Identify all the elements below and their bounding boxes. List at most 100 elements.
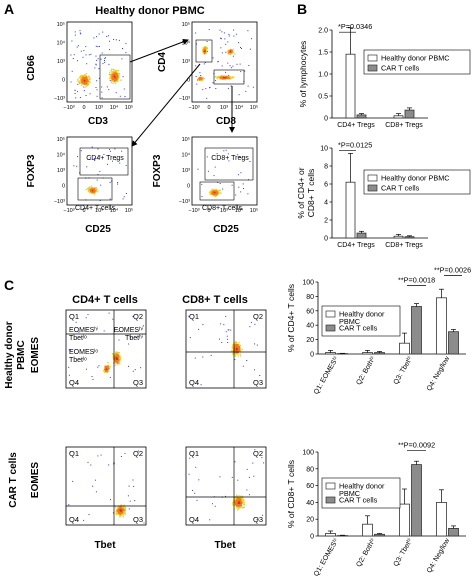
event-dot: [79, 32, 81, 34]
event-dot: [213, 193, 215, 196]
event-dot: [116, 76, 119, 78]
event-dot: [106, 371, 108, 374]
event-dot: [237, 504, 240, 507]
event-dot: [85, 46, 87, 48]
tick-label-x: 10⁵: [250, 104, 258, 111]
event-dot: [82, 77, 85, 79]
event-dot: [231, 184, 233, 186]
event-dot: [110, 75, 113, 77]
bar: [374, 352, 385, 355]
event-dot: [80, 33, 82, 35]
event-dot: [120, 515, 122, 517]
event-dot: [204, 52, 206, 54]
event-dot: [218, 76, 220, 78]
event-dot: [111, 353, 114, 355]
event-dot: [125, 52, 127, 54]
event-dot: [112, 68, 114, 71]
event-dot: [226, 75, 228, 77]
quadrant-label-q4: Q4: [189, 515, 199, 524]
event-dot: [128, 485, 130, 487]
event-dot: [208, 191, 211, 194]
event-dot: [111, 78, 113, 80]
event-dot: [80, 50, 82, 52]
event-dot: [118, 356, 120, 358]
event-dot: [116, 76, 118, 79]
event-dot: [227, 87, 229, 89]
event-dot: [118, 359, 120, 362]
event-dot: [248, 179, 249, 181]
plot-frame: [65, 446, 147, 526]
event-dot: [112, 80, 114, 82]
event-dot: [219, 189, 221, 192]
event-dot: [117, 69, 119, 72]
event-dot: [70, 54, 72, 56]
x-tick-label: Q2: Bothʰⁱ: [355, 537, 378, 568]
event-dot: [238, 186, 240, 188]
event-dot: [238, 349, 241, 352]
event-dot: [87, 82, 89, 84]
event-dot: [75, 321, 77, 323]
event-dot: [227, 53, 229, 55]
event-dot: [228, 35, 230, 37]
event-dot: [87, 79, 90, 81]
quadrant-label-q2: Q2: [253, 449, 263, 458]
event-dot: [208, 29, 210, 31]
event-dot: [230, 53, 232, 55]
bar: [325, 352, 336, 355]
event-dot: [216, 76, 218, 78]
event-dot: [119, 516, 121, 518]
row-title-line2: PBMC: [16, 340, 27, 369]
event-dot: [229, 50, 232, 52]
event-dot: [188, 473, 190, 475]
event-dot: [105, 366, 107, 369]
event-dot: [121, 513, 123, 516]
event-dot: [117, 355, 119, 357]
event-dot: [116, 79, 118, 81]
event-dot: [221, 77, 224, 79]
event-dot: [227, 75, 229, 77]
event-dot: [228, 49, 230, 51]
event-dot: [123, 196, 125, 198]
y-tick-label: 20: [306, 517, 314, 524]
event-dot: [112, 78, 114, 80]
event-dot: [133, 485, 135, 487]
y-tick-label: 1.5: [318, 50, 328, 57]
event-dot: [117, 74, 120, 77]
event-dot: [209, 192, 211, 194]
legend-label: CAR T cells: [381, 184, 420, 193]
scatter-dots: [195, 29, 254, 99]
event-dot: [82, 56, 84, 58]
scatter-dots: [197, 149, 251, 198]
event-dot: [119, 359, 121, 361]
event-dot: [200, 384, 202, 386]
quadrant-label-q4: Q4: [69, 515, 79, 524]
event-dot: [88, 75, 90, 77]
event-dot: [94, 67, 96, 69]
event-dot: [110, 73, 112, 75]
event-dot: [118, 512, 121, 515]
event-dot: [205, 47, 208, 49]
event-dot: [87, 80, 89, 83]
event-dot: [223, 150, 225, 152]
event-dot: [82, 80, 84, 82]
event-dot: [198, 479, 200, 481]
tick-label-x: 10⁴: [110, 207, 119, 214]
tick-label-x: −10³: [63, 208, 74, 214]
event-dot: [219, 29, 221, 31]
event-dot: [111, 79, 113, 81]
event-dot: [227, 329, 229, 331]
y-axis-label: CD8+ T cells: [306, 169, 316, 218]
event-dot: [69, 451, 71, 453]
event-dot: [132, 370, 134, 372]
event-dot: [192, 489, 193, 491]
event-dot: [252, 462, 254, 464]
event-dot: [235, 350, 237, 352]
event-dot: [115, 351, 118, 353]
event-dot: [79, 97, 81, 98]
event-dot: [77, 91, 78, 93]
event-dot: [204, 62, 206, 63]
event-dot: [80, 78, 82, 80]
event-dot: [106, 365, 108, 368]
event-dot: [109, 75, 111, 77]
